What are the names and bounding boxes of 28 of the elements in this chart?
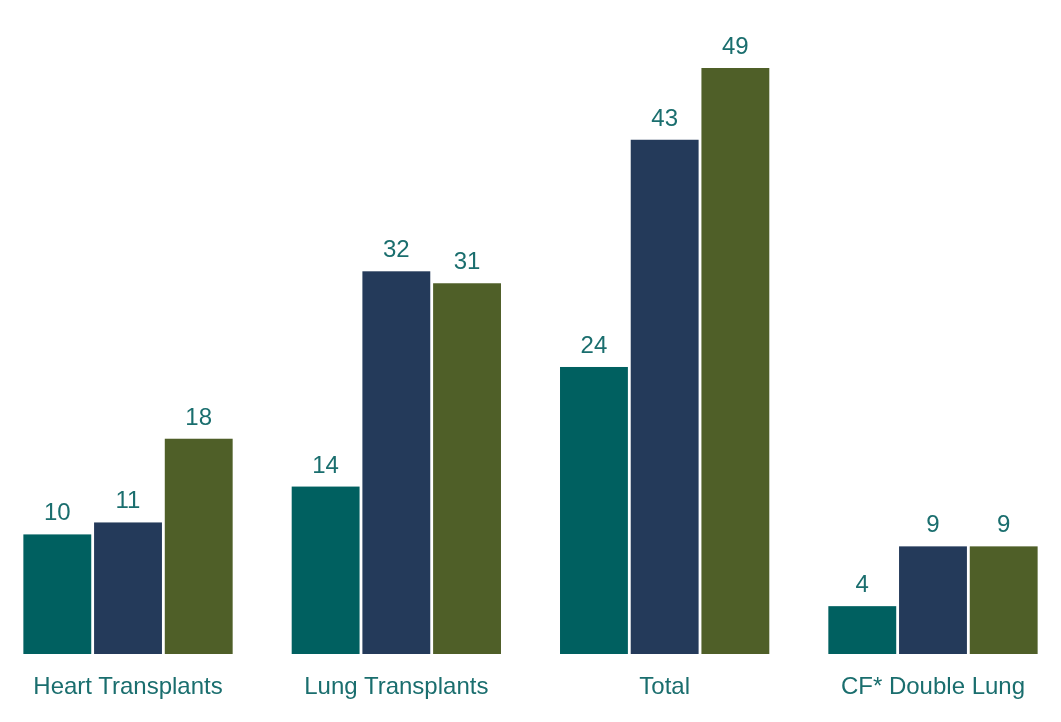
x-tick-label: Lung Transplants — [304, 672, 489, 699]
bar — [701, 68, 770, 654]
data-label: 32 — [382, 235, 410, 263]
data-label: 31 — [453, 247, 481, 275]
data-label: 18 — [185, 402, 213, 430]
data-label: 49 — [722, 32, 749, 59]
x-tick-label: Total — [639, 672, 691, 699]
bar — [899, 546, 967, 654]
data-label: 9 — [926, 510, 940, 538]
data-label: 9 — [997, 510, 1011, 538]
data-label: 43 — [651, 103, 679, 131]
bar — [560, 366, 628, 654]
data-label: 24 — [580, 330, 608, 358]
bar — [94, 522, 162, 654]
bar — [630, 139, 699, 654]
bar — [291, 486, 360, 654]
bar — [164, 438, 233, 654]
bar — [23, 534, 92, 654]
bar — [433, 283, 501, 654]
data-label: 11 — [115, 486, 141, 514]
bar — [362, 271, 431, 654]
data-label: 14 — [312, 450, 339, 478]
x-tick-label: CF* Double Lung — [840, 672, 1026, 699]
bar — [969, 546, 1038, 654]
data-label: 10 — [43, 498, 71, 526]
bar — [828, 606, 897, 654]
data-label: 4 — [855, 570, 869, 598]
x-tick-label: Heart Transplants — [33, 672, 223, 699]
